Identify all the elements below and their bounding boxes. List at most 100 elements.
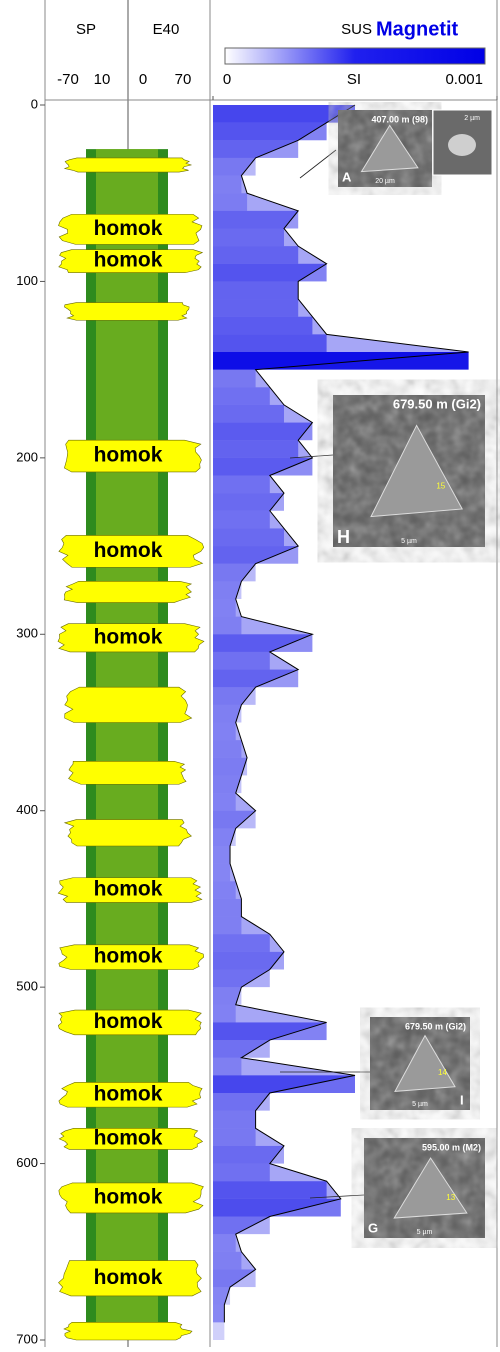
y-tick-label: 700 <box>16 1331 38 1346</box>
leader-line <box>299 149 337 179</box>
sus-band <box>213 1322 225 1340</box>
sand-layer <box>63 819 192 847</box>
photo-marker: 13 <box>446 1193 455 1202</box>
track-tick-label: 0 <box>139 71 147 88</box>
sus-band <box>213 140 299 158</box>
sus-band <box>213 105 355 123</box>
unit-label: SI <box>347 71 361 88</box>
sus-band <box>213 1057 242 1076</box>
photo-caption: 679.50 m (Gi2) <box>405 1021 466 1031</box>
crystal <box>360 124 419 173</box>
sus-area <box>213 105 469 1323</box>
y-tick-label: 300 <box>16 626 38 641</box>
sand-label: homok <box>94 625 163 648</box>
sus-band <box>213 246 299 264</box>
y-tick-label: 500 <box>16 979 38 994</box>
sus-band <box>213 1093 270 1111</box>
sand-label: homok <box>94 945 163 968</box>
mineral-title: Magnetit <box>376 18 459 40</box>
photo-scale: 5 µm <box>401 538 417 545</box>
sus-band <box>213 757 248 776</box>
sus-band <box>213 316 313 335</box>
sus-band <box>213 898 242 917</box>
sand-layer <box>58 1127 204 1150</box>
sand-label: homok <box>94 539 163 562</box>
sus-track <box>213 104 469 1340</box>
sus-band <box>213 281 299 300</box>
sus-band <box>213 704 242 723</box>
sus-band <box>213 122 327 141</box>
sus-band <box>213 546 299 564</box>
sus-band <box>213 404 284 423</box>
sand-layer <box>58 1082 203 1108</box>
sus-band <box>213 793 236 811</box>
sus-band <box>213 916 242 935</box>
photo-scale: 20 µm <box>375 178 395 185</box>
sus-band <box>213 1075 355 1093</box>
y-tick-label: 200 <box>16 449 38 464</box>
sand-layer <box>58 214 203 245</box>
sus-band <box>213 1110 256 1129</box>
lithology-column: homok homok homok homok homok homok homok homok… <box>57 149 205 1341</box>
sand-label: homok <box>94 1126 163 1149</box>
photo-letter: I <box>460 1092 464 1107</box>
sand-layer <box>58 1182 204 1214</box>
sand-layer <box>64 439 202 473</box>
sus-band <box>213 334 327 352</box>
sus-band <box>213 1198 341 1217</box>
sand-label: homok <box>94 1266 163 1289</box>
sus-band <box>213 934 270 952</box>
sus-curve <box>223 104 469 1323</box>
photo-marker: 15 <box>436 481 445 490</box>
sand-layer <box>68 761 187 785</box>
sus-band <box>213 387 270 405</box>
track-tick-label: 70 <box>175 71 192 88</box>
sus-band <box>213 828 236 846</box>
sus-band <box>213 863 231 882</box>
sand-layer <box>63 157 193 173</box>
sand-layer <box>63 581 193 603</box>
sand-label: homok <box>94 1186 163 1209</box>
leader-line <box>309 1194 365 1199</box>
sand-layer <box>58 1260 202 1297</box>
photo-caption: 595.00 m (M2) <box>422 1142 481 1152</box>
sand-layer <box>64 686 193 723</box>
sus-band <box>213 228 284 247</box>
sand-layer <box>58 249 204 273</box>
sus-band <box>213 299 299 317</box>
track-title: E40 <box>153 21 180 38</box>
sus-band <box>213 1304 225 1323</box>
sus-band <box>213 581 242 599</box>
sus-band <box>213 669 299 688</box>
sus-band <box>213 352 469 370</box>
photo-marker: 14 <box>438 1068 447 1077</box>
sus-band <box>213 1234 236 1252</box>
x-tick-label: 0 <box>223 71 231 88</box>
sand-layer <box>57 623 205 653</box>
y-tick-label: 100 <box>16 273 38 288</box>
sus-band <box>213 175 242 194</box>
sus-band <box>213 210 299 229</box>
sus-band <box>213 369 256 388</box>
photos: 407.00 m (98) A 20 µm 2 µm 679.50 m (Gi2) H 5 … <box>280 109 493 1238</box>
sand-layer <box>64 302 190 321</box>
color-bar <box>224 47 486 65</box>
sus-band <box>213 528 284 547</box>
sus-band <box>213 987 242 1005</box>
sus-band <box>213 881 236 899</box>
sus-band <box>213 775 242 794</box>
sus-band <box>213 1022 327 1041</box>
photo-scale: 5 µm <box>417 1229 433 1236</box>
sus-band <box>213 510 270 529</box>
sus-title: SUS <box>341 21 372 38</box>
sus-band <box>213 422 313 441</box>
sand-layer <box>58 535 205 568</box>
sand-label: homok <box>94 1010 163 1033</box>
sus-band <box>213 457 313 476</box>
sus-band <box>213 634 313 652</box>
sus-band <box>213 599 236 617</box>
sand-layer <box>63 1322 193 1341</box>
sand-label: homok <box>94 249 163 272</box>
sus-band <box>213 969 270 988</box>
